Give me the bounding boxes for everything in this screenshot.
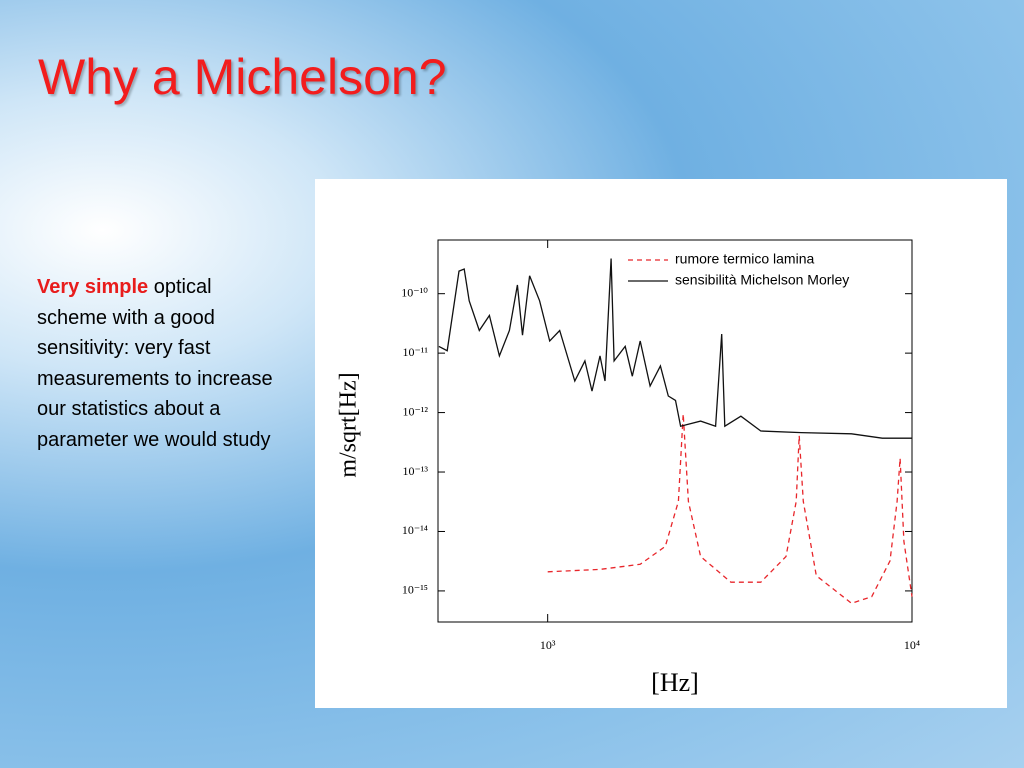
y-tick-label: 10⁻¹² [402, 404, 428, 418]
x-tick-label: 10³ [540, 638, 556, 652]
highlight: Very simple [37, 276, 149, 298]
series-line [438, 258, 912, 439]
series-line [547, 413, 913, 605]
x-axis-label: [Hz] [651, 668, 699, 697]
y-tick-label: 10⁻¹¹ [402, 345, 428, 359]
x-tick-label: 10⁴ [904, 638, 920, 652]
plot-frame [437, 239, 913, 623]
y-tick-label: 10⁻¹⁴ [402, 523, 428, 537]
body-text: Very simple optical scheme with a good s… [37, 272, 277, 455]
y-tick-label: 10⁻¹⁰ [401, 285, 428, 299]
y-axis-label: m/sqrt[Hz] [336, 372, 362, 477]
y-tick-label: 10⁻¹⁵ [402, 583, 428, 597]
slide-title: Why a Michelson? [38, 49, 447, 105]
text: optical scheme with a good sensitivity: … [37, 276, 273, 451]
legend-label: sensibilità Michelson Morley [675, 272, 849, 288]
chart-panel [315, 179, 1007, 708]
y-tick-label: 10⁻¹³ [402, 464, 428, 478]
legend-label: rumore termico lamina [675, 251, 814, 267]
